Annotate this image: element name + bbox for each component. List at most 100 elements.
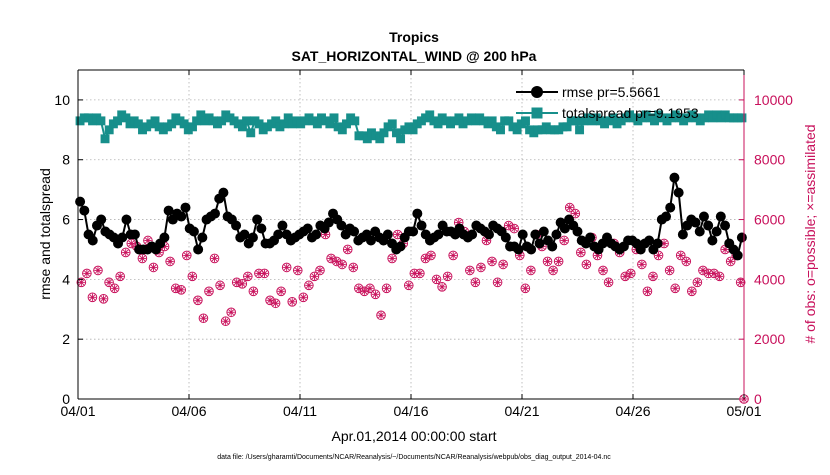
obs-point-spoke — [322, 231, 329, 238]
rmse-point — [75, 196, 86, 207]
obs-point — [553, 256, 564, 267]
rmse-point — [715, 211, 726, 222]
obs-point-spoke — [117, 273, 124, 280]
obs-point-spoke — [511, 225, 518, 232]
obs-point-circle — [204, 286, 214, 297]
rmse-point — [96, 214, 107, 225]
obs-point-circle — [98, 294, 109, 304]
rmse-point — [302, 223, 313, 234]
obs-point-spoke — [200, 315, 207, 322]
x-tick-label: 04/01 — [60, 403, 95, 419]
obs-point-circle — [465, 265, 475, 276]
obs-point-spoke — [683, 258, 690, 265]
obs-point — [198, 313, 209, 324]
obs-point — [714, 271, 725, 282]
obs-point — [292, 265, 303, 276]
obs-point — [687, 286, 697, 297]
rmse-point — [538, 226, 549, 237]
axes: 04/01 04/06 04/11 04/16 04/21 04/26 05/0102468… — [54, 69, 793, 419]
y2-tick-label: 0 — [754, 391, 762, 407]
obs-point-circle — [664, 265, 675, 276]
rmse-point — [87, 235, 98, 246]
rmse-point — [176, 211, 187, 222]
obs-point-spoke — [516, 252, 523, 259]
obs-point-circle — [342, 244, 353, 255]
obs-point-circle — [359, 286, 370, 297]
obs-point-spoke — [383, 285, 390, 292]
obs-point-spoke — [250, 288, 257, 295]
obs-point-spoke — [239, 280, 246, 287]
obs-point-circle — [93, 265, 103, 276]
obs-point-circle — [243, 271, 253, 282]
obs-point-spoke — [561, 237, 568, 244]
y2-tick-label: 10000 — [754, 92, 793, 108]
obs-point — [259, 268, 270, 279]
obs-point — [692, 277, 703, 288]
obs-point — [231, 277, 242, 288]
obs-point-circle — [603, 277, 614, 288]
obs-point-circle — [281, 262, 292, 273]
obs-point-circle — [354, 283, 364, 294]
obs-point — [415, 268, 425, 279]
obs-point-circle — [564, 202, 575, 213]
x-tick-label: 05/01 — [726, 403, 761, 419]
y2-tick-label: 2000 — [754, 331, 785, 347]
totalspread-point — [96, 116, 106, 126]
obs-point-circle — [198, 313, 209, 324]
obs-point-spoke — [261, 270, 268, 277]
obs-point-spoke — [289, 298, 296, 305]
y-tick-label: 10 — [54, 92, 70, 108]
rmse-point — [349, 226, 360, 237]
obs-point — [298, 292, 309, 303]
obs-point-spoke — [222, 318, 229, 325]
rmse-point — [669, 172, 680, 183]
obs-point-spoke — [294, 267, 301, 274]
obs-point-spoke — [306, 282, 312, 289]
obs-point-spoke — [700, 267, 706, 274]
chart-title: Tropics — [389, 29, 439, 45]
obs-series — [76, 202, 749, 404]
x-tick-label: 04/26 — [615, 403, 650, 419]
rmse-point — [652, 238, 663, 249]
obs-point-circle — [692, 277, 703, 288]
obs-point-circle — [176, 285, 187, 295]
obs-point-spoke — [328, 255, 334, 262]
obs-point — [370, 289, 381, 300]
obs-point — [209, 253, 220, 264]
obs-point-circle — [148, 262, 159, 273]
obs-point-circle — [259, 268, 270, 279]
obs-point — [270, 298, 281, 309]
obs-point-spoke — [350, 264, 357, 271]
obs-point-circle — [637, 259, 647, 270]
obs-point — [309, 271, 320, 282]
obs-point-spoke — [627, 270, 634, 277]
obs-point-circle — [309, 271, 320, 282]
x-tick-label: 04/06 — [171, 403, 206, 419]
obs-point — [98, 294, 109, 304]
rmse-point — [547, 241, 558, 252]
obs-point — [170, 283, 181, 294]
obs-point-spoke — [317, 267, 323, 274]
obs-point-circle — [348, 262, 359, 273]
obs-point — [465, 265, 475, 276]
series-layer — [75, 110, 749, 404]
y2-tick-label: 8000 — [754, 152, 785, 168]
obs-point-circle — [87, 292, 98, 303]
rmse-point — [323, 217, 334, 228]
rmse-point — [395, 241, 406, 252]
obs-point — [670, 283, 680, 294]
obs-point-spoke — [489, 258, 495, 265]
obs-point-spoke — [655, 252, 662, 259]
rmse-point — [483, 229, 494, 240]
rmse-point — [690, 217, 701, 228]
y-tick-label: 2 — [62, 331, 70, 347]
rmse-point — [209, 208, 220, 219]
totalspread-point — [329, 113, 339, 123]
obs-point-spoke — [189, 273, 196, 280]
rmse-point — [416, 220, 427, 231]
obs-point — [176, 285, 187, 295]
obs-point-spoke — [278, 288, 284, 295]
obs-point — [653, 250, 664, 261]
obs-point-circle — [331, 256, 342, 267]
